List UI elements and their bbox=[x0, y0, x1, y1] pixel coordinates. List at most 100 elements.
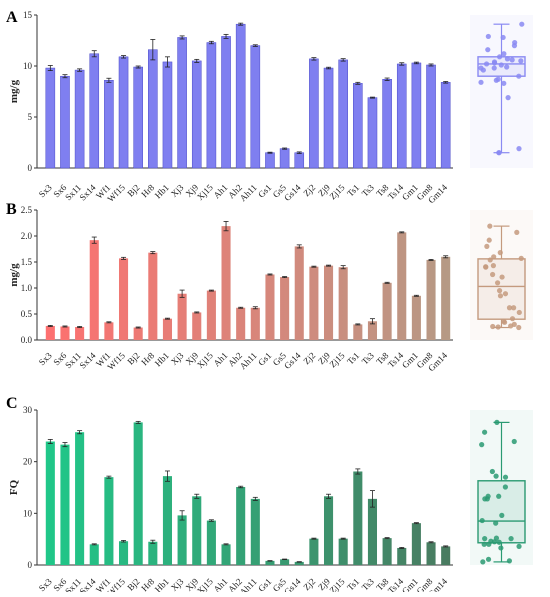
x-tick-label: Sx3 bbox=[37, 576, 54, 592]
box-point bbox=[509, 57, 515, 63]
box-point bbox=[504, 64, 510, 70]
bar bbox=[265, 560, 275, 565]
bar bbox=[177, 293, 187, 340]
panel-a: Amg/g051015Sx3Sx6Sx11Sx14Wf1Wf15Bj2Hr8Hb… bbox=[6, 9, 533, 205]
bar bbox=[411, 62, 422, 169]
box-point bbox=[502, 291, 509, 297]
bar bbox=[396, 63, 407, 169]
x-tick-label: Bj2 bbox=[125, 182, 141, 198]
box-point bbox=[489, 468, 495, 475]
bar bbox=[338, 538, 348, 565]
box-point bbox=[482, 496, 488, 502]
box-point bbox=[496, 539, 502, 545]
bar bbox=[426, 64, 436, 169]
x-tick-label: Sx3 bbox=[37, 350, 54, 367]
box-point bbox=[511, 305, 517, 311]
bar bbox=[191, 60, 202, 169]
box-point bbox=[516, 73, 522, 79]
box-point bbox=[485, 33, 491, 40]
panel-letter: A bbox=[6, 9, 18, 26]
bar bbox=[397, 232, 407, 340]
bar bbox=[104, 80, 114, 169]
panel-b: Bmg/g0.00.51.01.52.02.5Sx3Sx6Sx11Sx14Wf1… bbox=[6, 201, 533, 373]
bar bbox=[323, 67, 334, 169]
box-point bbox=[496, 150, 502, 156]
x-tick-label: Gs14 bbox=[282, 182, 303, 203]
bar bbox=[353, 83, 363, 169]
box-point bbox=[490, 323, 496, 330]
y-tick-label: 2.5 bbox=[21, 205, 33, 215]
box-point bbox=[494, 280, 501, 286]
box-point bbox=[485, 556, 492, 562]
bar bbox=[45, 325, 55, 340]
bar bbox=[118, 258, 129, 340]
box-point bbox=[480, 559, 486, 565]
bar bbox=[309, 58, 319, 169]
x-tick-label: Bj2 bbox=[125, 350, 141, 366]
box-point bbox=[498, 545, 504, 551]
bar bbox=[75, 327, 85, 340]
y-tick-label: 1.0 bbox=[21, 283, 33, 293]
panel-letter: C bbox=[6, 395, 18, 412]
box-point bbox=[511, 438, 517, 445]
bar bbox=[133, 327, 143, 340]
bar bbox=[162, 61, 173, 169]
box-point bbox=[509, 316, 516, 322]
bar bbox=[221, 36, 231, 169]
x-tick-label: Wf15 bbox=[105, 182, 127, 204]
y-tick-label: 0.0 bbox=[21, 335, 33, 345]
bar bbox=[353, 324, 363, 340]
box-point bbox=[498, 62, 504, 68]
box-point bbox=[496, 288, 503, 294]
box-point bbox=[494, 419, 500, 425]
box-point bbox=[493, 535, 500, 541]
bar bbox=[250, 45, 261, 169]
bar bbox=[441, 546, 451, 565]
bar bbox=[60, 444, 70, 565]
bar bbox=[75, 432, 85, 565]
box-point bbox=[493, 520, 499, 526]
bar bbox=[280, 559, 290, 565]
y-tick-label: 0 bbox=[28, 560, 33, 570]
bar bbox=[148, 49, 158, 169]
bar bbox=[294, 246, 304, 340]
bar bbox=[74, 69, 85, 169]
bar bbox=[206, 42, 217, 169]
box-point bbox=[478, 79, 484, 85]
box-point bbox=[482, 536, 488, 542]
y-tick-label: 15 bbox=[23, 10, 33, 20]
bar bbox=[236, 307, 246, 340]
box-point bbox=[502, 474, 509, 480]
bar bbox=[397, 547, 407, 565]
x-tick-label: Xj3 bbox=[169, 576, 186, 592]
x-tick-label: Gs1 bbox=[256, 350, 273, 367]
y-tick-label: 0.5 bbox=[21, 309, 33, 319]
bar bbox=[294, 152, 305, 169]
bar bbox=[60, 326, 70, 340]
bar bbox=[382, 79, 392, 169]
bar bbox=[265, 274, 275, 340]
y-tick-label: 2.0 bbox=[21, 231, 33, 241]
bar bbox=[440, 82, 451, 169]
y-axis-label: mg/g bbox=[8, 79, 20, 103]
x-tick-label: Wf15 bbox=[105, 350, 127, 372]
panel-letter: B bbox=[6, 201, 17, 218]
box-point bbox=[511, 43, 518, 49]
x-tick-label: Zj2 bbox=[301, 350, 317, 366]
box-iqr bbox=[477, 480, 526, 544]
box-point bbox=[518, 255, 524, 261]
y-tick-label: 5 bbox=[28, 112, 33, 122]
bar bbox=[45, 441, 55, 565]
bar bbox=[411, 523, 421, 565]
bar bbox=[367, 97, 378, 169]
bar bbox=[118, 541, 129, 565]
box-point bbox=[502, 484, 508, 490]
box-point bbox=[480, 67, 486, 73]
bar bbox=[441, 256, 451, 340]
box-point bbox=[496, 493, 502, 499]
box-point bbox=[491, 254, 497, 260]
bar bbox=[60, 75, 70, 169]
bar bbox=[382, 538, 392, 565]
